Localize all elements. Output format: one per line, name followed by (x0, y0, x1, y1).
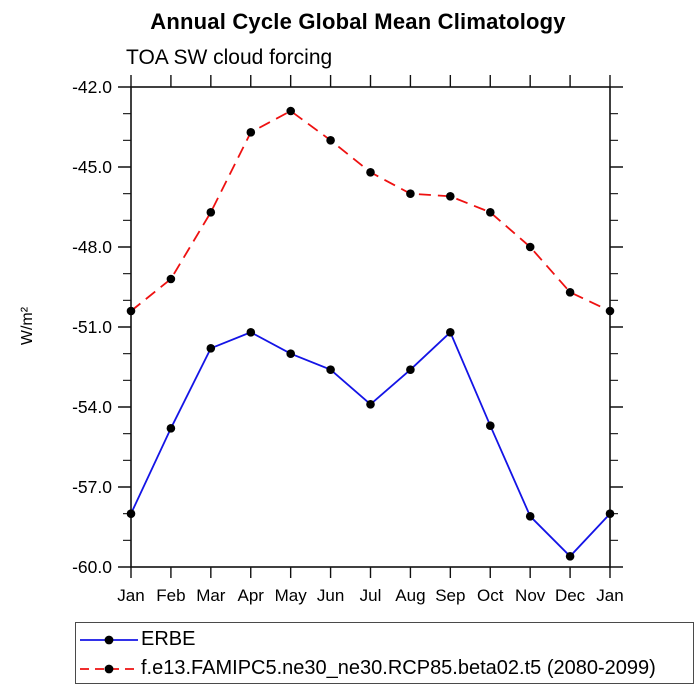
marker-dot-icon (104, 635, 114, 644)
data-point-marker (525, 512, 535, 521)
legend-label-model: f.e13.FAMIPC5.ne30_ne30.RCP85.beta02.t5 … (141, 657, 656, 679)
data-point-marker (126, 306, 136, 316)
data-point-marker (326, 136, 335, 145)
x-tick-label: Dec (555, 586, 586, 605)
model-line-sample (80, 664, 138, 673)
data-point-marker (446, 328, 455, 337)
x-tick-label: Feb (156, 586, 185, 605)
data-point-marker (366, 168, 375, 177)
legend-item-model: f.e13.FAMIPC5.ne30_ne30.RCP85.beta02.t5 … (78, 654, 693, 683)
data-point-marker (605, 509, 615, 518)
erbe-line-sample (80, 635, 138, 644)
data-point-marker (326, 365, 335, 375)
data-point-marker (565, 552, 575, 561)
x-tick-label: Jun (317, 586, 344, 605)
x-tick-label: Jan (117, 586, 144, 605)
x-tick-label: May (275, 586, 308, 605)
data-point-marker (286, 106, 296, 116)
series-line-erbe (130, 330, 611, 558)
data-point-marker (246, 328, 256, 337)
data-point-marker (126, 509, 136, 518)
data-point-marker (366, 400, 375, 409)
y-tick-label: -51.0 (72, 317, 112, 337)
chart-title: Annual Cycle Global Mean Climatology (150, 9, 566, 34)
data-point-marker (206, 208, 216, 217)
series-line-model (130, 109, 611, 312)
legend-item-erbe: ERBE (78, 625, 693, 654)
data-point-marker (525, 242, 535, 252)
data-point-marker (166, 424, 176, 433)
data-point-marker (406, 365, 415, 375)
chart-subtitle: TOA SW cloud forcing (126, 46, 333, 69)
data-point-marker (486, 208, 495, 217)
x-tick-label: Aug (395, 586, 425, 605)
x-tick-label: Mar (196, 586, 226, 605)
x-tick-label: Jul (360, 586, 382, 605)
x-tick-label: Nov (515, 586, 546, 605)
legend-box: ERBE f.e13.FAMIPC5.ne30_ne30.RCP85.beta0… (75, 622, 694, 684)
y-tick-label: -60.0 (72, 557, 112, 577)
y-tick-label: -42.0 (72, 77, 112, 97)
data-point-marker (486, 421, 495, 431)
x-tick-label: Jan (596, 586, 623, 605)
legend-label-erbe: ERBE (141, 628, 196, 650)
y-tick-label: -48.0 (72, 237, 112, 257)
data-point-marker (406, 189, 415, 198)
x-tick-label: Oct (477, 586, 504, 605)
x-tick-label: Sep (435, 586, 465, 605)
y-tick-label: -54.0 (72, 397, 112, 417)
y-tick-label: -45.0 (72, 157, 112, 177)
plot-frame (130, 86, 611, 568)
x-tick-label: Apr (238, 586, 265, 605)
marker-dot-icon (104, 664, 114, 673)
data-point-marker (246, 128, 256, 137)
data-point-marker (166, 274, 176, 284)
data-point-marker (206, 344, 216, 353)
data-point-marker (605, 306, 615, 316)
y-tick-label: -57.0 (72, 477, 112, 497)
data-point-marker (446, 192, 455, 201)
data-point-marker (286, 349, 296, 359)
data-point-marker (565, 288, 575, 297)
